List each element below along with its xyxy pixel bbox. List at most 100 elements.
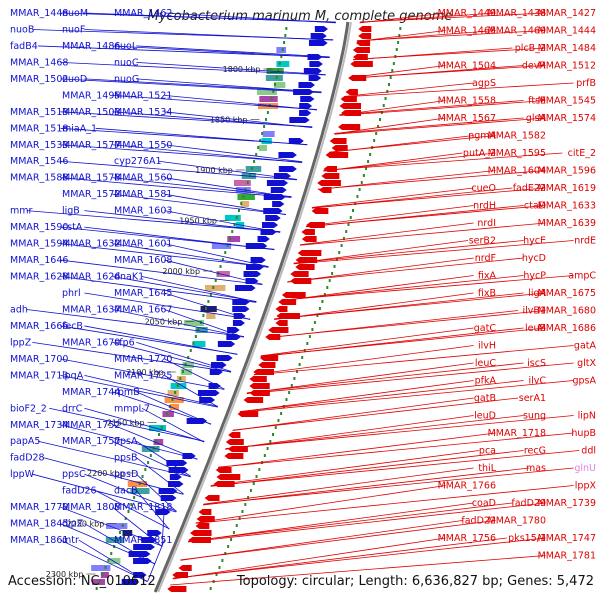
gc-mark xyxy=(392,62,395,65)
gene-label-connector xyxy=(188,502,474,542)
gene-label-connector xyxy=(164,309,244,338)
gene-label: MMAR_1572 xyxy=(62,189,120,200)
feature-box xyxy=(100,572,109,578)
gene-label: gatB xyxy=(474,393,496,404)
gene-label: serB2 xyxy=(469,236,496,247)
gene-label: MMAR_1596 xyxy=(538,166,596,177)
gene-label-connector xyxy=(60,523,156,565)
gc-mark xyxy=(301,356,304,359)
gc-mark xyxy=(384,97,387,100)
feature-box xyxy=(206,313,216,319)
gene-label: MMAR_1588 xyxy=(10,173,68,184)
gene-label-connector xyxy=(161,507,165,547)
gene-label: MMAR_1739 xyxy=(538,498,596,509)
backbone-shadow xyxy=(157,21,352,593)
ruler-label: 2000 kbp xyxy=(162,267,200,276)
gene-label-connector xyxy=(180,520,496,561)
reverse-gene-arrow xyxy=(215,467,232,473)
gc-mark xyxy=(214,279,217,282)
gene-label-connector xyxy=(141,407,205,443)
gene-label: MMAR_1590 xyxy=(10,222,68,233)
gc-mark xyxy=(182,370,185,373)
gc-mark xyxy=(127,510,130,513)
reverse-gene-arrow xyxy=(295,264,315,270)
gene-label: leuC xyxy=(475,358,497,369)
gene-label-connector xyxy=(136,62,326,76)
gene-label-connector xyxy=(112,391,212,425)
gene-label-connector xyxy=(210,450,480,486)
gene-label-connector xyxy=(60,259,263,286)
gc-mark xyxy=(347,223,350,226)
gene-label-connector xyxy=(239,380,574,413)
forward-gene-arrow xyxy=(250,257,266,263)
forward-gene-arrow xyxy=(289,117,310,123)
feature-box xyxy=(153,439,164,445)
gc-mark xyxy=(95,587,98,590)
gene-label-connector xyxy=(280,275,474,302)
reverse-gene-arrow xyxy=(198,509,212,515)
gene-label: pgmA xyxy=(468,131,496,142)
gene-label-connector xyxy=(84,325,238,355)
gene-label-connector xyxy=(312,187,474,208)
gc-mark xyxy=(281,48,284,51)
feature-box xyxy=(211,243,232,249)
gc-mark xyxy=(116,538,119,541)
gc-mark xyxy=(283,41,286,44)
gene-label-connector xyxy=(323,152,496,172)
gene-label-connector xyxy=(359,12,496,23)
gene-label-connector xyxy=(60,243,269,268)
gc-mark xyxy=(290,384,293,387)
forward-gene-arrow xyxy=(199,397,215,403)
gene-label: MMAR_1637 xyxy=(62,304,120,315)
gene-label-connector xyxy=(60,424,198,460)
reverse-gene-arrow xyxy=(358,26,372,32)
feature-box xyxy=(127,481,148,487)
gene-label: MMAR_1725 xyxy=(114,370,172,381)
gene-label: MMAR_1578 xyxy=(62,173,120,184)
gene-label: cfp6 xyxy=(114,337,135,348)
gc-mark xyxy=(265,118,268,121)
gene-label-connector xyxy=(348,65,524,79)
gc-mark xyxy=(365,167,368,170)
gc-mark xyxy=(209,293,212,296)
gc-mark xyxy=(266,111,269,114)
gene-label: mtr xyxy=(62,535,79,546)
gene-label: mmpL7 xyxy=(114,403,150,414)
gc-mark xyxy=(124,517,127,520)
gene-label: leuD xyxy=(474,411,496,422)
gene-label-connector xyxy=(225,415,574,449)
forward-gene-arrow xyxy=(288,138,304,144)
gene-label-connector xyxy=(287,257,524,283)
gene-label: MMAR_1518 xyxy=(10,123,68,134)
gene-label-connector xyxy=(112,309,244,338)
gene-label-connector xyxy=(218,432,574,468)
forward-gene-arrow xyxy=(266,180,289,186)
gene-label-connector xyxy=(339,100,524,116)
feature-box xyxy=(237,194,255,200)
gene-label-connector xyxy=(334,117,446,135)
reverse-gene-arrow xyxy=(345,89,358,95)
gene-label-connector xyxy=(26,309,245,337)
feature-box xyxy=(276,61,290,67)
feature-box xyxy=(204,285,226,291)
gene-label: MMAR_1560 xyxy=(114,173,172,184)
feature-box xyxy=(227,236,241,242)
forward-gene-arrow xyxy=(300,96,315,102)
gene-label: MMAR_1645 xyxy=(114,288,172,299)
gene-label: MMAR_1646 xyxy=(10,255,68,266)
gene-label-connector xyxy=(164,144,303,163)
feature-box xyxy=(256,89,278,95)
gc-mark xyxy=(158,433,161,436)
gene-label: ddl xyxy=(581,446,596,457)
gene-label: fecB xyxy=(62,321,83,332)
gene-label: MMAR_1533 xyxy=(10,140,68,151)
forward-gene-arrow xyxy=(160,495,177,501)
gene-label-connector xyxy=(187,502,546,543)
gene-label: fixA xyxy=(478,271,497,282)
gc-mark xyxy=(296,370,299,373)
gene-label: MMAR_1639 xyxy=(538,218,596,229)
gene-label-connector xyxy=(147,539,165,582)
gene-label-connector xyxy=(112,276,257,302)
gc-mark xyxy=(270,97,273,100)
reverse-gene-arrow xyxy=(237,411,259,417)
